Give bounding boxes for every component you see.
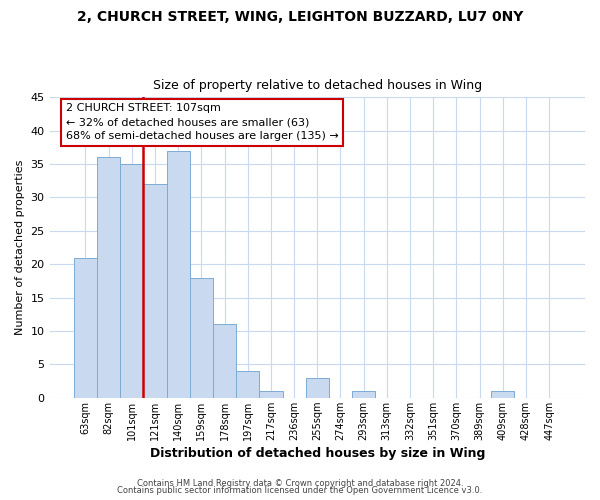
Y-axis label: Number of detached properties: Number of detached properties (15, 160, 25, 335)
Text: 2 CHURCH STREET: 107sqm
← 32% of detached houses are smaller (63)
68% of semi-de: 2 CHURCH STREET: 107sqm ← 32% of detache… (65, 104, 338, 142)
Text: 2, CHURCH STREET, WING, LEIGHTON BUZZARD, LU7 0NY: 2, CHURCH STREET, WING, LEIGHTON BUZZARD… (77, 10, 523, 24)
Bar (167, 150, 190, 398)
Bar (190, 278, 213, 398)
Text: Contains HM Land Registry data © Crown copyright and database right 2024.: Contains HM Land Registry data © Crown c… (137, 478, 463, 488)
Bar (352, 391, 375, 398)
Bar (305, 378, 329, 398)
Bar (97, 158, 120, 398)
Text: Contains public sector information licensed under the Open Government Licence v3: Contains public sector information licen… (118, 486, 482, 495)
Bar (491, 391, 514, 398)
Bar (143, 184, 167, 398)
Bar (74, 258, 97, 398)
Bar (120, 164, 143, 398)
X-axis label: Distribution of detached houses by size in Wing: Distribution of detached houses by size … (149, 447, 485, 460)
Bar (236, 371, 259, 398)
Bar (213, 324, 236, 398)
Bar (259, 391, 283, 398)
Title: Size of property relative to detached houses in Wing: Size of property relative to detached ho… (153, 79, 482, 92)
